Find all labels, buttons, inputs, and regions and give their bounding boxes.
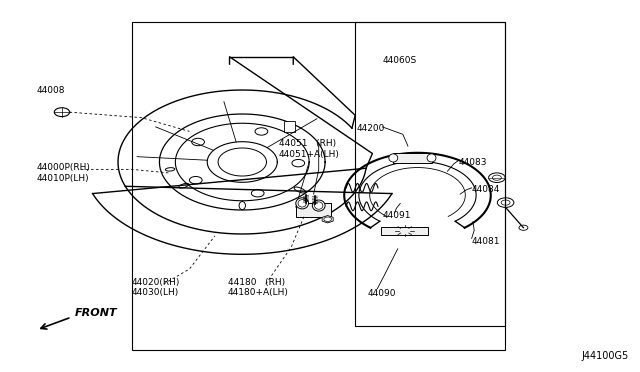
Bar bbox=[355, 22, 505, 326]
Ellipse shape bbox=[315, 202, 323, 209]
Ellipse shape bbox=[427, 154, 436, 162]
Text: 44090: 44090 bbox=[368, 289, 396, 298]
Text: 44084: 44084 bbox=[472, 185, 500, 194]
Text: 44060S: 44060S bbox=[383, 56, 417, 65]
Bar bbox=[284, 121, 295, 132]
Text: 44008: 44008 bbox=[36, 86, 65, 94]
Bar bbox=[381, 227, 428, 235]
Bar bbox=[132, 22, 505, 350]
Ellipse shape bbox=[296, 198, 308, 209]
Text: 44083: 44083 bbox=[459, 157, 488, 167]
Ellipse shape bbox=[298, 200, 307, 207]
Ellipse shape bbox=[389, 154, 397, 162]
Bar bbox=[296, 203, 331, 217]
Text: J44100G5: J44100G5 bbox=[582, 352, 629, 361]
Text: 44200: 44200 bbox=[357, 124, 385, 133]
Ellipse shape bbox=[312, 200, 325, 211]
Text: 44180   (RH)
44180+A(LH): 44180 (RH) 44180+A(LH) bbox=[228, 278, 289, 297]
Bar bbox=[394, 153, 431, 163]
Text: 44000P(RH)
44010P(LH): 44000P(RH) 44010P(LH) bbox=[36, 163, 90, 183]
Text: 44051   (RH)
44051+A(LH): 44051 (RH) 44051+A(LH) bbox=[278, 140, 339, 159]
Text: FRONT: FRONT bbox=[75, 308, 117, 318]
Text: 44020(RH)
44030(LH): 44020(RH) 44030(LH) bbox=[132, 278, 180, 297]
Text: 44081: 44081 bbox=[472, 237, 500, 246]
Text: 44091: 44091 bbox=[383, 211, 411, 220]
